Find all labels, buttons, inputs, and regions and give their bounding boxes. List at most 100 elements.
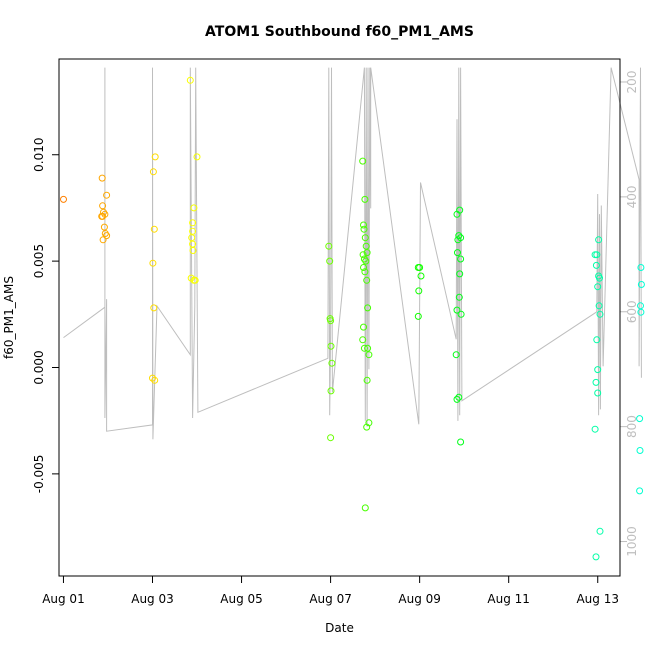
data-point <box>360 225 368 233</box>
chart-title: ATOM1 Southbound f60_PM1_AMS <box>205 24 474 40</box>
data-point <box>455 293 463 301</box>
data-point <box>364 304 372 312</box>
data-point <box>595 236 603 244</box>
y-tick-label: 0.010 <box>32 138 46 172</box>
data-point <box>637 264 645 271</box>
data-point <box>636 415 644 423</box>
data-point <box>594 389 602 397</box>
x-tick-label: Aug 01 <box>42 592 85 606</box>
data-point <box>454 236 462 244</box>
data-point <box>100 223 108 231</box>
y2-tick-label: 400 <box>625 185 639 208</box>
data-point <box>98 212 106 220</box>
data-point <box>365 419 373 427</box>
data-point <box>99 202 107 210</box>
data-point <box>359 251 367 259</box>
data-point <box>363 423 371 431</box>
data-point <box>193 153 201 161</box>
y2-tick-label: 600 <box>625 300 639 323</box>
y2-tick-label: 200 <box>625 71 639 94</box>
data-point <box>151 153 159 161</box>
data-point <box>363 249 371 257</box>
data-point <box>325 242 333 250</box>
x-tick-label: Aug 09 <box>398 592 441 606</box>
data-point <box>191 276 199 284</box>
y-tick-label: 0.000 <box>32 350 46 384</box>
data-point <box>594 283 602 291</box>
data-point <box>415 287 423 295</box>
plot-frame <box>58 58 621 577</box>
x-tick-label: Aug 03 <box>131 592 174 606</box>
data-point <box>359 336 367 344</box>
data-point <box>327 342 335 350</box>
data-point <box>361 268 369 276</box>
data-point <box>149 259 157 267</box>
data-point <box>186 76 194 84</box>
data-point <box>593 336 601 344</box>
data-point <box>327 317 335 325</box>
x-tick-label: Aug 05 <box>220 592 263 606</box>
data-point <box>592 378 600 386</box>
data-point <box>360 344 368 352</box>
data-point <box>188 234 196 242</box>
data-point <box>596 274 603 282</box>
secondary-y-axis: 200 400 600 800 1000 <box>619 71 639 557</box>
data-point <box>360 323 367 331</box>
data-point <box>150 225 158 233</box>
data-point <box>360 264 367 271</box>
data-point <box>636 487 644 495</box>
data-point <box>189 247 197 254</box>
data-point <box>453 306 461 314</box>
data-point <box>457 310 465 318</box>
data-point <box>455 232 463 240</box>
x-tick-label: Aug 11 <box>487 592 530 606</box>
y2-tick-label: 800 <box>625 415 639 438</box>
data-point <box>60 195 67 203</box>
data-point <box>454 249 461 257</box>
data-point <box>328 359 336 367</box>
x-tick-label: Aug 13 <box>576 592 619 606</box>
data-point <box>359 157 367 165</box>
data-point <box>453 395 461 403</box>
data-point <box>99 236 107 244</box>
data-point <box>361 234 369 242</box>
data-point <box>455 393 463 401</box>
data-point <box>457 255 465 263</box>
data-point <box>364 344 372 352</box>
data-point <box>363 276 371 284</box>
data-point <box>594 366 602 374</box>
data-point <box>456 206 464 214</box>
data-point <box>189 227 197 235</box>
data-point <box>326 257 334 265</box>
data-point <box>362 242 370 250</box>
data-point <box>591 425 599 433</box>
data-point <box>361 195 369 203</box>
data-point <box>190 204 198 212</box>
data-point <box>457 438 465 446</box>
data-point <box>150 304 158 312</box>
y-axis-label: f60_PM1_AMS <box>2 276 16 359</box>
data-point <box>596 310 604 318</box>
data-point <box>327 434 335 442</box>
secondary-series-line <box>63 67 642 440</box>
data-point <box>365 351 373 359</box>
y-tick-label: -0.005 <box>32 455 46 494</box>
y-axis: -0.005 0.000 0.005 0.010 <box>32 138 60 494</box>
data-point <box>592 553 600 561</box>
data-point <box>360 221 367 229</box>
data-point <box>362 257 370 265</box>
data-point <box>363 376 371 384</box>
data-point <box>416 264 424 271</box>
data-point <box>327 387 335 395</box>
data-point <box>189 219 197 227</box>
data-point <box>151 376 159 384</box>
data-point <box>592 261 600 269</box>
data-point <box>149 374 156 382</box>
x-tick-label: Aug 07 <box>309 592 352 606</box>
x-axis-label: Date <box>325 621 354 635</box>
data-point <box>417 272 425 280</box>
data-point <box>637 281 645 288</box>
data-point <box>637 308 645 316</box>
data-point <box>595 302 603 310</box>
data-point <box>103 191 111 199</box>
